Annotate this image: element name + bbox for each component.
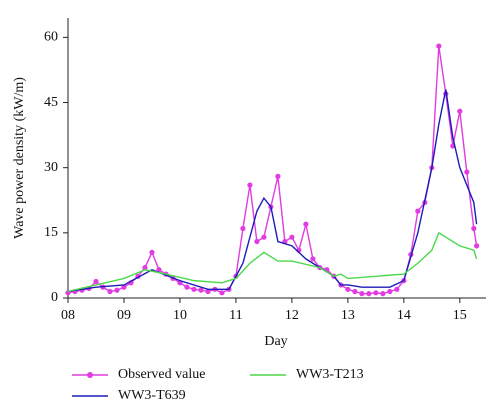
- data-point: [415, 208, 421, 214]
- y-tick-label: 15: [44, 225, 58, 240]
- x-tick-label: 11: [229, 308, 242, 323]
- data-point: [275, 173, 281, 179]
- x-tick-label: 12: [285, 308, 299, 323]
- data-point: [352, 288, 358, 295]
- x-tick-label: 15: [453, 308, 467, 323]
- data-point: [303, 221, 309, 227]
- data-point: [198, 287, 204, 293]
- y-tick-label: 60: [44, 30, 58, 45]
- data-point: [261, 234, 267, 240]
- data-point: [380, 291, 386, 297]
- series-line: [67, 45, 478, 295]
- data-point: [156, 267, 162, 273]
- data-point: [394, 286, 400, 292]
- data-point: [149, 249, 155, 255]
- data-point: [240, 225, 246, 232]
- data-point: [121, 284, 127, 290]
- data-point: [191, 286, 197, 292]
- data-point: [254, 238, 260, 245]
- legend-label: Observed value: [118, 367, 205, 382]
- data-point: [359, 291, 365, 297]
- series-line: [67, 89, 478, 293]
- data-point: [184, 284, 190, 290]
- data-point: [289, 234, 295, 240]
- data-point: [107, 288, 113, 295]
- data-point: [114, 287, 120, 293]
- data-point: [205, 288, 211, 295]
- x-tick-label: 10: [173, 308, 187, 323]
- y-tick-label: 0: [51, 290, 58, 305]
- data-point: [247, 182, 253, 188]
- x-tick-label: 14: [397, 308, 411, 323]
- x-tick-label: 08: [61, 308, 75, 323]
- data-point: [436, 43, 442, 49]
- legend-label: WW3-T639: [118, 388, 186, 403]
- x-axis-label: Day: [264, 334, 287, 349]
- legend-label: WW3-T213: [296, 367, 364, 382]
- data-point: [93, 278, 99, 285]
- data-point: [373, 290, 379, 296]
- data-point: [457, 108, 463, 114]
- data-point: [474, 243, 480, 249]
- data-point: [345, 286, 351, 292]
- y-tick-label: 30: [44, 160, 58, 175]
- data-point: [366, 291, 372, 297]
- x-tick-label: 09: [117, 308, 131, 323]
- data-point: [142, 264, 148, 271]
- data-point: [464, 169, 470, 175]
- x-tick-label: 13: [341, 308, 355, 323]
- y-tick-label: 45: [44, 95, 58, 110]
- data-point: [219, 290, 225, 296]
- data-point: [471, 225, 477, 232]
- data-point: [387, 288, 393, 295]
- legend-marker: [87, 372, 93, 378]
- y-axis-label: Wave power density (kW/m): [12, 77, 27, 239]
- series-line: [67, 231, 478, 293]
- data-point: [310, 256, 316, 262]
